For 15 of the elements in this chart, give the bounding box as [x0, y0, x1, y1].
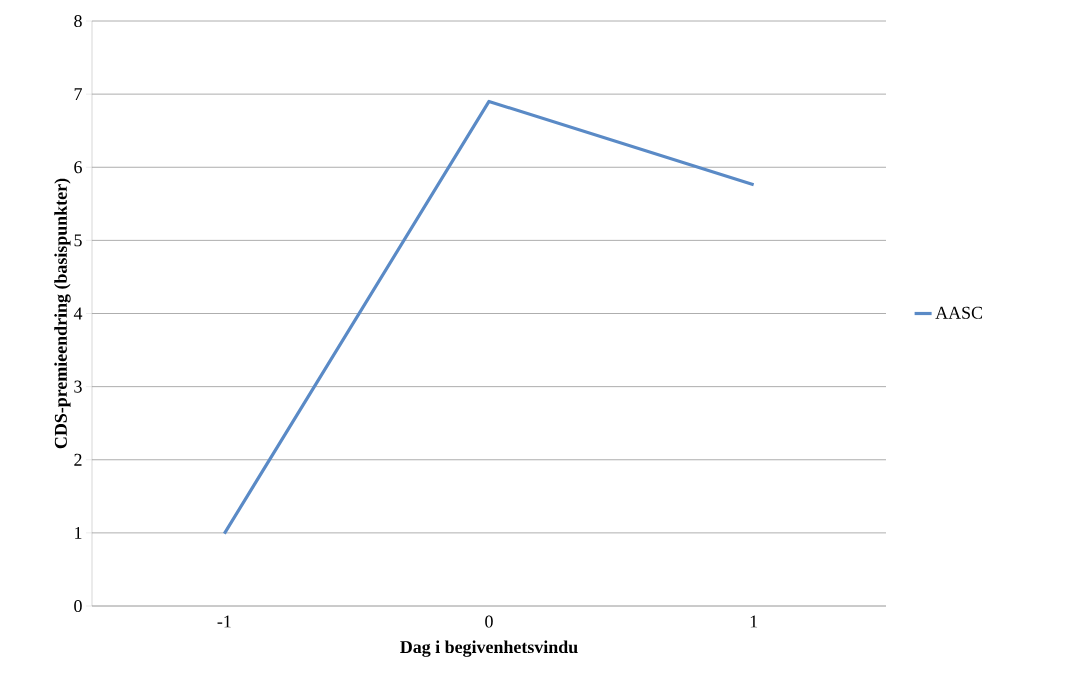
y-axis-title: CDS-premieendring (basispunkter) — [54, 178, 71, 449]
y-tick-label: 1 — [75, 526, 82, 539]
y-tick-label: 2 — [74, 453, 82, 466]
y-tick-label: 8 — [74, 14, 82, 28]
y-tick-label: 0 — [74, 599, 82, 613]
y-tick-label: 7 — [74, 88, 82, 100]
y-tick-label: 6 — [74, 161, 82, 174]
x-tick-label: 1 — [750, 615, 758, 628]
y-tick-label: 5 — [74, 234, 82, 247]
legend-label: AASC — [935, 306, 983, 319]
x-axis-title: Dag i begivenhetsvindu — [400, 640, 578, 657]
x-tick-label: 0 — [485, 615, 493, 628]
x-tick-label: -1 — [217, 615, 231, 628]
y-tick-label: 4 — [73, 307, 83, 320]
y-tick-label: 3 — [74, 380, 82, 393]
